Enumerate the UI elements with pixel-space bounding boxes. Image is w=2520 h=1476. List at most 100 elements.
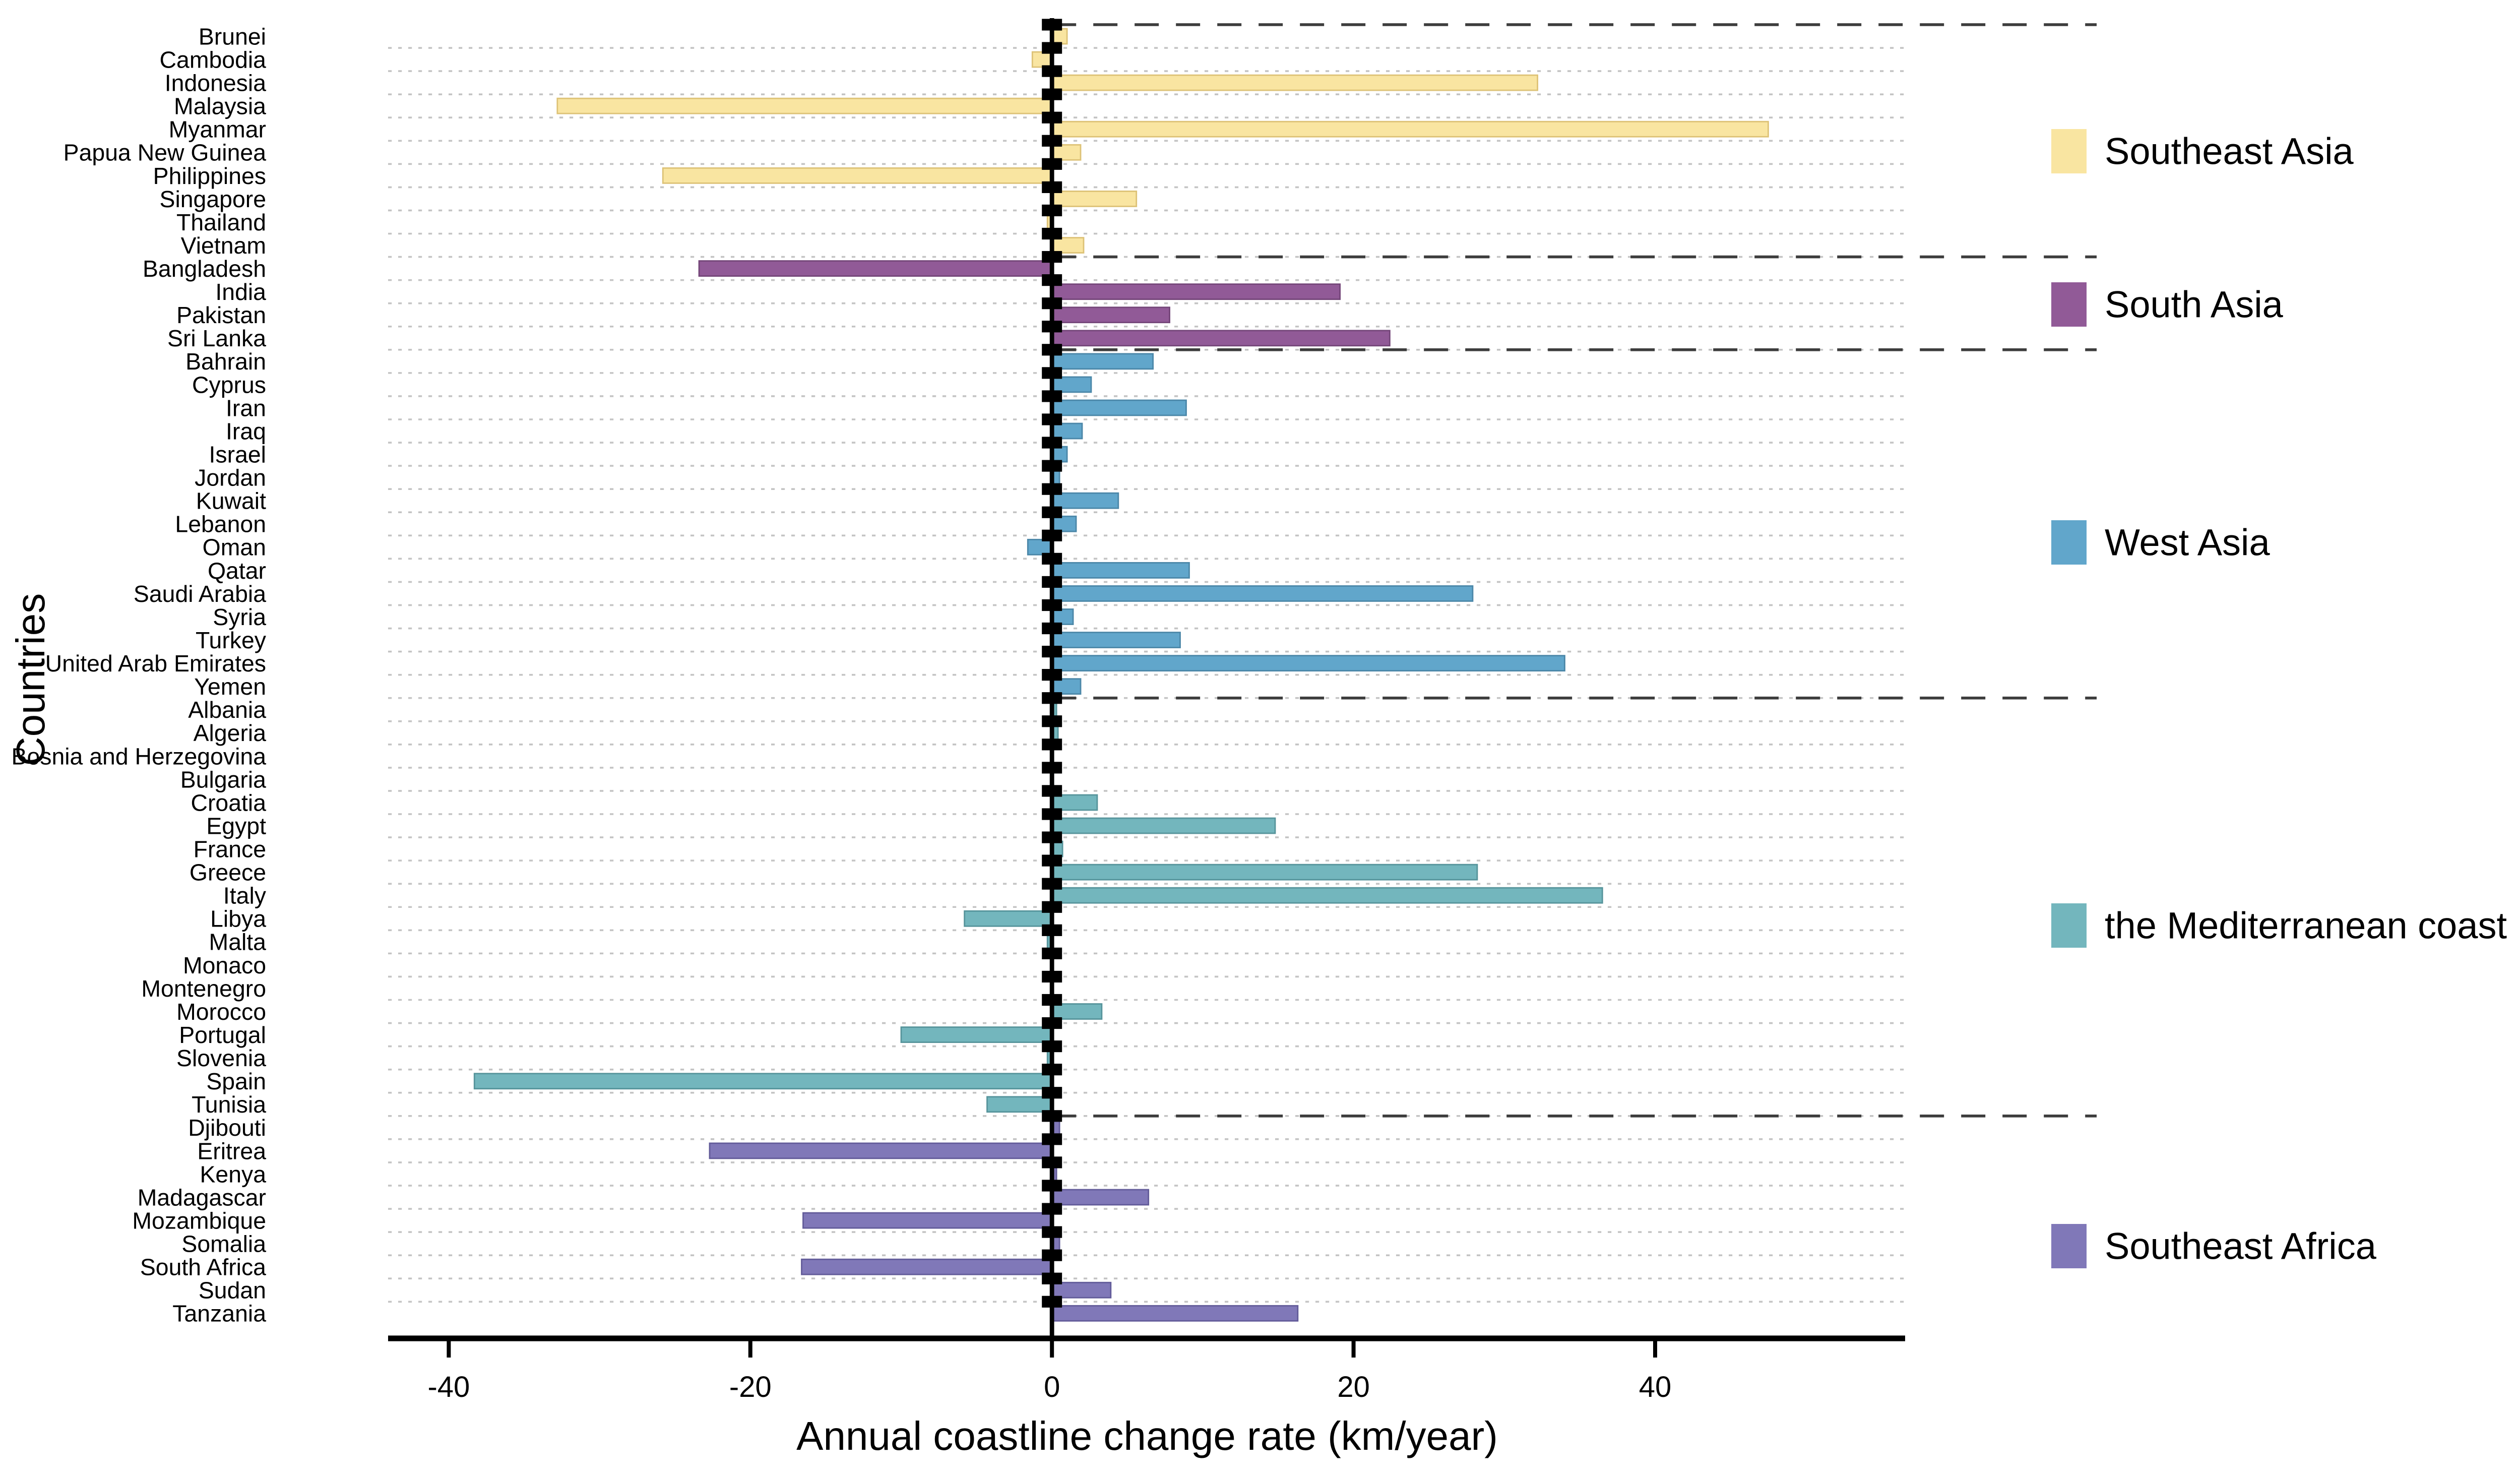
country-label-thailand: Thailand	[176, 209, 266, 235]
zero-line-tick-square	[1042, 344, 1062, 356]
zero-line-tick-square	[1042, 529, 1062, 541]
country-label-malta: Malta	[209, 929, 267, 955]
country-label-india: India	[215, 279, 266, 305]
separators-layer	[1052, 23, 2097, 1118]
bar-turkey	[1051, 632, 1181, 648]
zero-line-tick-square	[1042, 970, 1062, 983]
country-label-madagascar: Madagascar	[138, 1184, 266, 1210]
bar-spain	[473, 1073, 1053, 1090]
bar-brunei	[1051, 28, 1068, 45]
bar-india	[1051, 283, 1341, 300]
zero-line-tick-square	[1042, 994, 1062, 1006]
legend-layer: Southeast Asia South Asia West Asia the Med…	[2051, 129, 2507, 1268]
bar-sudan	[1051, 1281, 1112, 1299]
x-tick-label-20: 20	[1337, 1371, 1370, 1403]
zero-line-tick-square	[1042, 878, 1062, 890]
zero-line-tick-square	[1042, 645, 1062, 658]
y-axis-title: Countries	[8, 593, 53, 766]
bar-eritrea	[709, 1142, 1053, 1159]
country-label-papua-new-guinea: Papua New Guinea	[64, 140, 267, 166]
legend-label-southeast-africa: Southeast Africa	[2105, 1225, 2377, 1267]
bar-pakistan	[1051, 306, 1170, 324]
zero-line-tick-square	[1042, 1272, 1062, 1284]
bar-madagascar	[1051, 1189, 1150, 1206]
bar-iraq	[1051, 422, 1083, 440]
bar-philippines	[662, 167, 1053, 184]
country-label-jordan: Jordan	[195, 465, 266, 491]
zero-line-tick-square	[1042, 19, 1062, 31]
legend-label-southeast-asia: Southeast Asia	[2105, 131, 2354, 172]
legend-item-southeast-asia: Southeast Asia	[2051, 129, 2354, 173]
country-label-djibouti: Djibouti	[188, 1115, 266, 1141]
zero-line-tick-square	[1042, 413, 1062, 425]
country-label-myanmar: Myanmar	[169, 116, 266, 143]
zero-line-tick-square	[1042, 901, 1062, 913]
country-label-tunisia: Tunisia	[192, 1091, 266, 1118]
country-label-croatia: Croatia	[191, 789, 266, 816]
bar-tunisia	[986, 1096, 1053, 1113]
zero-line-tick-square	[1042, 785, 1062, 797]
legend-item-south-asia: South Asia	[2051, 282, 2284, 327]
zero-line-tick-square	[1042, 924, 1062, 936]
bar-libya	[964, 910, 1053, 927]
bar-italy	[1051, 887, 1603, 904]
zero-line-tick-square	[1042, 437, 1062, 449]
country-label-kenya: Kenya	[200, 1161, 266, 1187]
zero-line-tick-square	[1042, 42, 1062, 54]
bar-morocco	[1051, 1003, 1103, 1020]
bar-egypt	[1051, 817, 1276, 834]
country-label-italy: Italy	[223, 883, 267, 909]
x-tick-label-0: 0	[1044, 1371, 1060, 1403]
legend-swatch-southeast-asia	[2051, 129, 2087, 173]
bar-singapore	[1051, 191, 1138, 207]
legend-swatch-south-asia	[2051, 282, 2087, 327]
bar-united-arab-emirates	[1051, 655, 1565, 672]
country-label-turkey: Turkey	[196, 627, 267, 653]
country-label-cyprus: Cyprus	[192, 372, 266, 398]
bar-qatar	[1051, 562, 1190, 579]
gridlines-layer	[388, 47, 1905, 1303]
country-label-egypt: Egypt	[206, 813, 266, 839]
zero-line-tick-square	[1042, 552, 1062, 565]
country-label-montenegro: Montenegro	[141, 975, 266, 1002]
zero-line-tick-square	[1042, 1110, 1062, 1122]
country-label-mozambique: Mozambique	[132, 1207, 266, 1234]
zero-line-tick-square	[1042, 506, 1062, 518]
zero-line-tick-square	[1042, 1133, 1062, 1145]
zero-line-tick-square	[1042, 1087, 1062, 1099]
country-label-united-arab-emirates: United Arab Emirates	[45, 650, 266, 676]
zero-line-tick-square	[1042, 1296, 1062, 1308]
bar-papua-new-guinea	[1051, 144, 1082, 161]
zero-line-tick-square	[1042, 111, 1062, 124]
legend-item-southeast-africa: Southeast Africa	[2051, 1224, 2377, 1268]
country-label-bosnia-and-herzegovina: Bosnia and Herzegovina	[12, 743, 267, 769]
bar-indonesia	[1051, 74, 1539, 91]
zero-axis-layer	[1042, 18, 1062, 1338]
bar-tanzania	[1051, 1305, 1299, 1322]
country-label-saudi-arabia: Saudi Arabia	[134, 581, 266, 607]
bar-saudi-arabia	[1051, 585, 1474, 602]
country-label-indonesia: Indonesia	[165, 70, 266, 96]
bar-cambodia	[1031, 51, 1053, 68]
x-tick-label--40: -40	[427, 1371, 470, 1403]
bar-sri-lanka	[1051, 330, 1391, 347]
bar-yemen	[1051, 678, 1082, 695]
zero-line-tick-square	[1042, 831, 1062, 843]
bar-iran	[1051, 399, 1187, 416]
country-label-sri-lanka: Sri Lanka	[167, 325, 266, 351]
zero-line-tick-square	[1042, 947, 1062, 959]
bar-malaysia	[556, 97, 1053, 114]
country-label-philippines: Philippines	[153, 163, 266, 189]
country-label-france: France	[194, 836, 266, 863]
country-label-bangladesh: Bangladesh	[143, 256, 266, 282]
country-label-vietnam: Vietnam	[181, 232, 266, 259]
country-label-portugal: Portugal	[179, 1022, 266, 1048]
country-label-singapore: Singapore	[160, 186, 267, 212]
bar-south-africa	[801, 1258, 1053, 1275]
legend-label-south-asia: South Asia	[2105, 284, 2284, 326]
zero-line-tick-square	[1042, 1249, 1062, 1261]
bar-bangladesh	[698, 260, 1053, 277]
zero-line-tick-square	[1042, 297, 1062, 310]
country-label-pakistan: Pakistan	[176, 302, 266, 328]
